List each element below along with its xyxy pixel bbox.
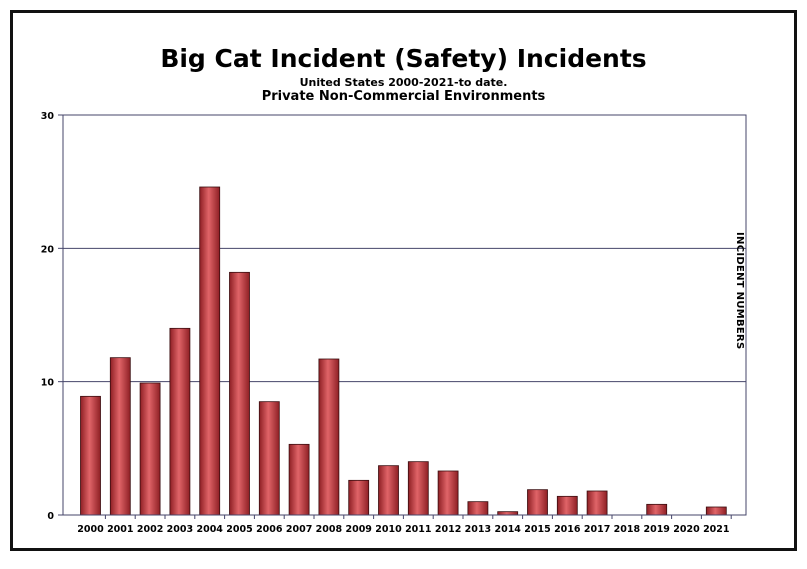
bar-2006	[258, 401, 280, 516]
x-tick-label-2017: 2017	[584, 524, 610, 535]
bar-2012	[437, 470, 459, 516]
x-tick-label-2018: 2018	[614, 524, 641, 535]
x-tick-label-2008: 2008	[316, 524, 343, 535]
x-tick-label-2012: 2012	[435, 524, 461, 535]
y-tick-labels: 0 10 20 30	[41, 111, 55, 522]
x-tick-label-2021: 2021	[703, 524, 729, 535]
x-tick-label-2006: 2006	[256, 524, 283, 535]
y-tick-label: 10	[41, 378, 55, 389]
x-tick-label-2000: 2000	[77, 524, 104, 535]
bar-2008	[318, 358, 340, 516]
bar-2001	[109, 357, 131, 516]
bar-2009	[348, 479, 370, 516]
bar-2000	[80, 395, 101, 516]
bar-2005	[229, 271, 250, 516]
x-tick-label-2014: 2014	[494, 524, 521, 535]
grid-lines	[58, 114, 746, 519]
y-tick-label: 20	[41, 244, 55, 255]
bar-2015	[527, 489, 548, 516]
bar-2007	[288, 443, 310, 516]
x-tick-label-2015: 2015	[524, 524, 550, 535]
bar-2004	[199, 186, 221, 516]
x-tick-label-2013: 2013	[465, 524, 491, 535]
x-tick-labels: 2000 2001 2002 2003 2004 2005 2006 2007 2008 2009…	[77, 524, 729, 535]
chart-title: Big Cat Incident (Safety) Incidents	[160, 44, 647, 73]
chart-subtitle: United States 2000-2021-to date.	[299, 76, 508, 89]
bar-2016	[556, 495, 578, 516]
x-tick-label-2002: 2002	[137, 524, 163, 535]
chart-subtitle-2: Private Non-Commercial Environments	[261, 89, 546, 104]
x-tick-label-2019: 2019	[643, 524, 669, 535]
x-tick-label-2016: 2016	[554, 524, 581, 535]
bar-2010	[378, 465, 399, 516]
bar-2003	[169, 327, 191, 516]
y-axis-label: INCIDENT NUMBERS	[734, 232, 745, 350]
bars	[80, 186, 727, 516]
bar-2019	[646, 503, 668, 516]
x-tick-label-2020: 2020	[673, 524, 700, 535]
x-tick-label-2011: 2011	[405, 524, 431, 535]
x-tick-label-2003: 2003	[167, 524, 193, 535]
bar-2011	[407, 461, 429, 516]
y-tick-label: 30	[41, 111, 55, 122]
x-tick-label-2009: 2009	[345, 524, 371, 535]
x-tick-label-2010: 2010	[375, 524, 402, 535]
x-tick-label-2004: 2004	[196, 524, 223, 535]
x-tick-label-2005: 2005	[226, 524, 252, 535]
plot-area-border	[62, 114, 747, 516]
x-tick-label-2001: 2001	[107, 524, 133, 535]
bar-2021	[705, 506, 727, 516]
x-tick-label-2007: 2007	[286, 524, 312, 535]
y-tick-label: 0	[47, 511, 54, 522]
bar-2017	[586, 490, 608, 516]
bar-2013	[467, 501, 489, 516]
bar-2002	[139, 382, 161, 516]
